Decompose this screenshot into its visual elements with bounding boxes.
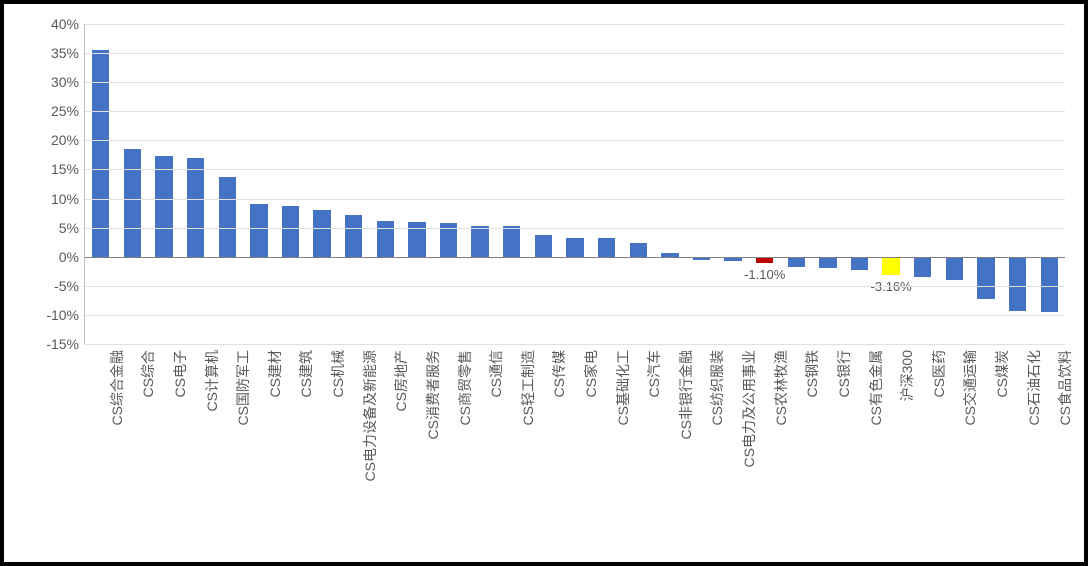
bar bbox=[282, 206, 299, 257]
bar bbox=[788, 257, 805, 267]
y-tick-label: 10% bbox=[51, 191, 85, 207]
bar bbox=[250, 204, 267, 256]
x-tick-label: CS电子 bbox=[170, 350, 190, 397]
gridline bbox=[85, 228, 1065, 229]
x-tick-label: CS通信 bbox=[486, 350, 506, 397]
x-tick-label: CS传媒 bbox=[549, 350, 569, 397]
bar bbox=[630, 243, 647, 257]
x-tick-label: CS医药 bbox=[929, 350, 949, 397]
x-tick-label: CS有色金属 bbox=[866, 350, 886, 425]
x-tick-label: CS综合 bbox=[138, 350, 158, 397]
x-tick-label: CS商贸零售 bbox=[455, 350, 475, 425]
bar bbox=[535, 235, 552, 257]
x-tick-label: CS建材 bbox=[265, 350, 285, 397]
bar bbox=[566, 238, 583, 257]
x-tick-label: CS纺织服装 bbox=[707, 350, 727, 425]
x-tick-label: CS钢铁 bbox=[802, 350, 822, 397]
bar bbox=[187, 158, 204, 257]
x-tick-label: CS建筑 bbox=[296, 350, 316, 397]
y-tick-label: 30% bbox=[51, 74, 85, 90]
x-tick-label: CS消费者服务 bbox=[423, 350, 443, 439]
bar bbox=[155, 156, 172, 257]
data-label: -1.10% bbox=[744, 267, 785, 282]
gridline bbox=[85, 199, 1065, 200]
x-tick-label: CS机械 bbox=[328, 350, 348, 397]
chart-container: -1.10%-3.16% -15% -10% -5% 0% 5% 10% 15% 20% 25%… bbox=[4, 4, 1084, 562]
bar bbox=[124, 149, 141, 257]
x-tick-label: CS家电 bbox=[581, 350, 601, 397]
bar bbox=[914, 257, 931, 277]
plot-area: -1.10%-3.16% -15%-10%-5%0%5%10%15%20%25%… bbox=[84, 24, 1065, 344]
bar bbox=[819, 257, 836, 269]
x-tick-label: CS交通运输 bbox=[960, 350, 980, 425]
gridline bbox=[85, 82, 1065, 83]
bar bbox=[313, 210, 330, 257]
x-tick-label: CS基础化工 bbox=[613, 350, 633, 425]
bar bbox=[219, 177, 236, 257]
x-tick-label: CS煤炭 bbox=[992, 350, 1012, 397]
x-axis-labels: CS综合金融 CS综合 CS电子 CS计算机 CS国防军工 CS建材 CS建筑 CS机械 CS电… bbox=[84, 350, 1064, 560]
x-tick-label: CS综合金融 bbox=[107, 350, 127, 425]
x-tick-label: CS计算机 bbox=[202, 350, 222, 411]
gridline bbox=[85, 286, 1065, 287]
x-tick-label: CS非银行金融 bbox=[676, 350, 696, 439]
bar bbox=[598, 238, 615, 257]
y-tick-label: 0% bbox=[59, 249, 85, 265]
bar bbox=[345, 215, 362, 257]
x-tick-label: CS农林牧渔 bbox=[771, 350, 791, 425]
y-tick-label: 40% bbox=[51, 16, 85, 32]
x-tick-label: CS电力及公用事业 bbox=[739, 350, 759, 467]
bar bbox=[92, 50, 109, 257]
x-tick-label: CS银行 bbox=[834, 350, 854, 397]
gridline bbox=[85, 344, 1065, 345]
bar bbox=[1041, 257, 1058, 312]
x-tick-label: CS汽车 bbox=[644, 350, 664, 397]
gridline bbox=[85, 53, 1065, 54]
x-tick-label: CS房地产 bbox=[391, 350, 411, 411]
bars-layer: -1.10%-3.16% bbox=[85, 24, 1065, 344]
x-tick-label: CS电力设备及新能源 bbox=[360, 350, 380, 481]
y-tick-label: 15% bbox=[51, 161, 85, 177]
x-tick-label: CS轻工制造 bbox=[518, 350, 538, 425]
y-tick-label: -15% bbox=[46, 336, 85, 352]
y-tick-label: 35% bbox=[51, 45, 85, 61]
bar bbox=[851, 257, 868, 270]
gridline bbox=[85, 111, 1065, 112]
y-tick-label: -10% bbox=[46, 307, 85, 323]
bar bbox=[1009, 257, 1026, 311]
bar bbox=[977, 257, 994, 299]
bar bbox=[471, 226, 488, 257]
y-tick-label: 25% bbox=[51, 103, 85, 119]
y-tick-label: 5% bbox=[59, 220, 85, 236]
y-tick-label: -5% bbox=[54, 278, 85, 294]
x-tick-label: 沪深300 bbox=[897, 350, 917, 401]
x-tick-label: CS食品饮料 bbox=[1055, 350, 1075, 425]
bar bbox=[946, 257, 963, 280]
x-tick-label: CS石油石化 bbox=[1024, 350, 1044, 425]
bar bbox=[882, 257, 899, 275]
bar bbox=[503, 226, 520, 256]
x-tick-label: CS国防军工 bbox=[233, 350, 253, 425]
gridline bbox=[85, 169, 1065, 170]
gridline bbox=[85, 257, 1065, 258]
gridline bbox=[85, 315, 1065, 316]
gridline bbox=[85, 140, 1065, 141]
y-tick-label: 20% bbox=[51, 132, 85, 148]
bar bbox=[377, 221, 394, 257]
gridline bbox=[85, 24, 1065, 25]
